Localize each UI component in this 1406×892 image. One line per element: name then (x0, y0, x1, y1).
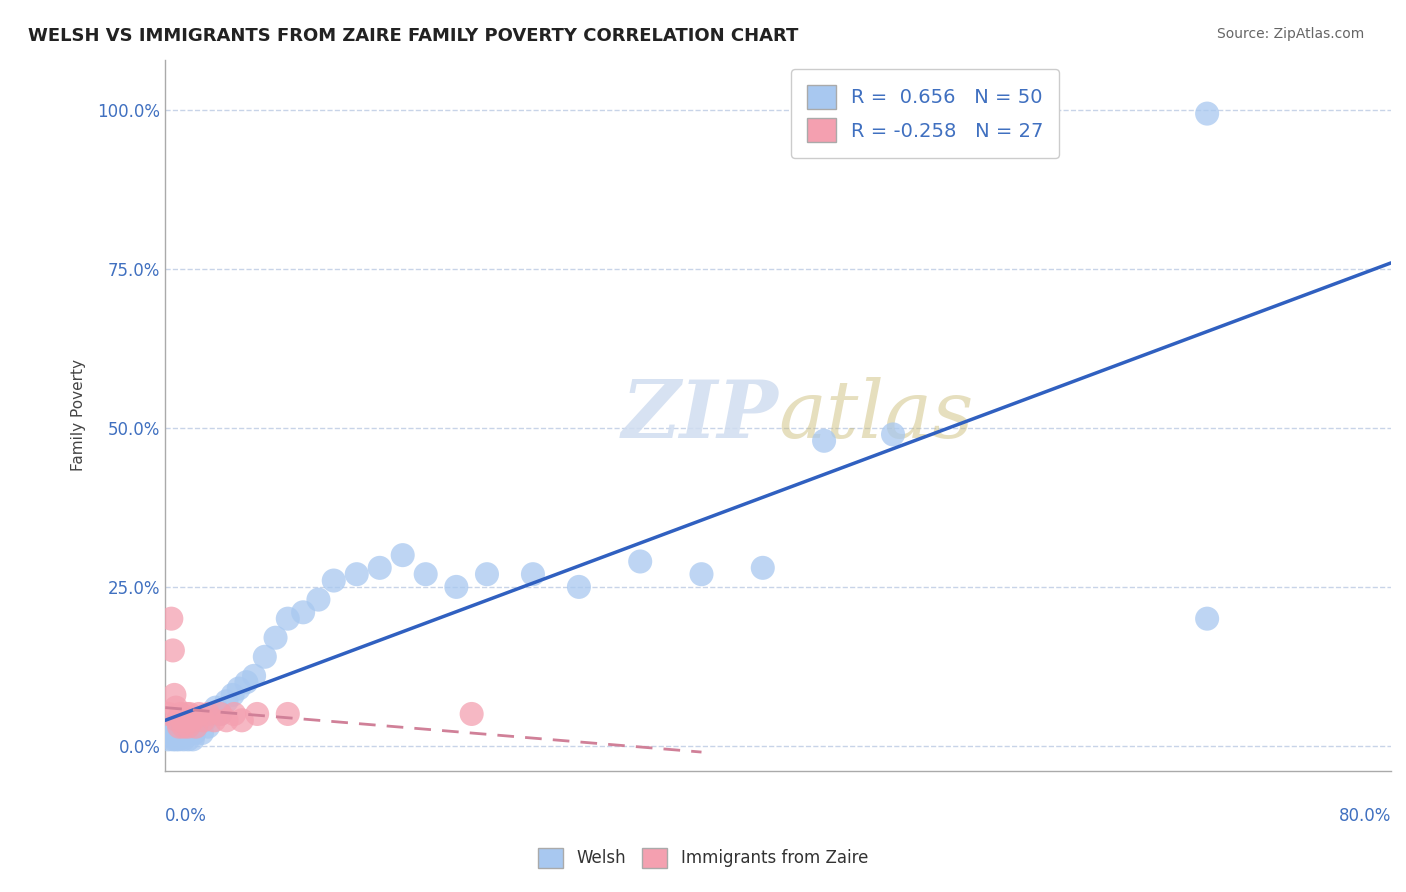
Point (167, 732, 190, 747)
Point (174, 726, 197, 740)
Point (228, 681, 250, 696)
Point (176, 720, 198, 734)
Point (166, 726, 188, 740)
Point (180, 720, 202, 734)
Point (173, 720, 195, 734)
Point (215, 714, 238, 728)
Point (194, 714, 217, 728)
Point (170, 714, 193, 728)
Point (191, 726, 214, 740)
Point (170, 726, 193, 740)
Point (169, 720, 191, 734)
Point (235, 675, 257, 690)
Point (169, 706, 191, 721)
Point (187, 714, 209, 728)
Point (157, 706, 180, 721)
Point (690, 567, 713, 582)
Point (193, 714, 215, 728)
Point (177, 732, 200, 747)
Point (179, 706, 201, 721)
Point (162, 643, 184, 657)
Point (264, 631, 287, 645)
Point (1197, 612, 1219, 626)
Point (209, 706, 232, 721)
Point (628, 554, 651, 568)
Point (165, 732, 187, 747)
Point (162, 732, 184, 747)
Point (460, 706, 482, 721)
Point (160, 612, 183, 626)
Point (243, 669, 266, 683)
Point (215, 694, 238, 708)
Point (174, 714, 197, 728)
Point (1197, 106, 1219, 120)
Point (173, 732, 195, 747)
Point (882, 427, 904, 442)
Point (184, 720, 207, 734)
Text: Source: ZipAtlas.com: Source: ZipAtlas.com (1216, 27, 1364, 41)
Point (446, 580, 468, 594)
Text: atlas: atlas (778, 376, 973, 454)
Point (292, 605, 315, 619)
Point (752, 561, 775, 575)
Point (157, 732, 180, 747)
Point (277, 706, 299, 721)
Point (184, 720, 207, 734)
Point (209, 706, 232, 721)
Point (179, 726, 201, 740)
Text: ZIP: ZIP (621, 376, 778, 454)
Point (187, 706, 209, 721)
Point (522, 567, 544, 582)
Point (246, 706, 269, 721)
Point (176, 706, 198, 721)
Point (277, 612, 299, 626)
Point (167, 720, 190, 734)
Point (568, 580, 591, 594)
Point (183, 726, 205, 740)
Point (224, 706, 246, 721)
Point (231, 714, 253, 728)
Point (177, 720, 200, 734)
Text: 0.0%: 0.0% (166, 806, 207, 825)
Point (202, 714, 225, 728)
Point (166, 714, 188, 728)
Point (415, 567, 437, 582)
Point (200, 706, 222, 721)
Legend: R =  0.656   N = 50, R = -0.258   N = 27: R = 0.656 N = 50, R = -0.258 N = 27 (792, 70, 1059, 158)
Point (368, 561, 391, 575)
Point (475, 567, 498, 582)
Point (813, 434, 835, 448)
Point (181, 714, 204, 728)
Point (181, 732, 204, 747)
Legend: Welsh, Immigrants from Zaire: Welsh, Immigrants from Zaire (531, 841, 875, 875)
Point (165, 700, 187, 714)
Text: 80.0%: 80.0% (1339, 806, 1391, 825)
Point (221, 688, 243, 702)
Point (391, 548, 413, 562)
Text: WELSH VS IMMIGRANTS FROM ZAIRE FAMILY POVERTY CORRELATION CHART: WELSH VS IMMIGRANTS FROM ZAIRE FAMILY PO… (28, 27, 799, 45)
Point (204, 700, 226, 714)
Point (163, 688, 186, 702)
Point (253, 649, 276, 664)
Point (160, 726, 183, 740)
Point (307, 592, 329, 607)
Y-axis label: Family Poverty: Family Poverty (72, 359, 86, 471)
Point (322, 574, 344, 588)
Point (163, 720, 186, 734)
Point (197, 706, 219, 721)
Point (346, 567, 368, 582)
Point (197, 720, 219, 734)
